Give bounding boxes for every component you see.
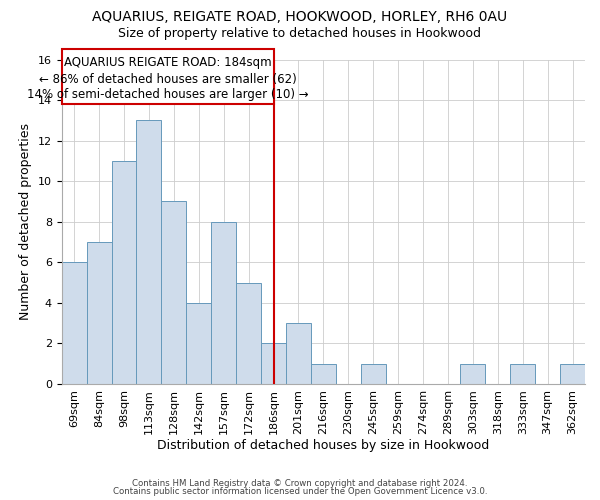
Text: ← 86% of detached houses are smaller (62): ← 86% of detached houses are smaller (62…	[39, 72, 296, 86]
Text: Contains HM Land Registry data © Crown copyright and database right 2024.: Contains HM Land Registry data © Crown c…	[132, 478, 468, 488]
Bar	[286, 323, 311, 384]
Text: AQUARIUS REIGATE ROAD: 184sqm: AQUARIUS REIGATE ROAD: 184sqm	[64, 56, 271, 70]
Bar	[236, 282, 261, 384]
Bar	[361, 364, 386, 384]
X-axis label: Distribution of detached houses by size in Hookwood: Distribution of detached houses by size …	[157, 440, 490, 452]
Text: AQUARIUS, REIGATE ROAD, HOOKWOOD, HORLEY, RH6 0AU: AQUARIUS, REIGATE ROAD, HOOKWOOD, HORLEY…	[92, 10, 508, 24]
Bar	[136, 120, 161, 384]
FancyBboxPatch shape	[62, 50, 274, 104]
Bar	[311, 364, 336, 384]
Bar	[261, 344, 286, 384]
Text: Size of property relative to detached houses in Hookwood: Size of property relative to detached ho…	[119, 28, 482, 40]
Bar	[460, 364, 485, 384]
Bar	[86, 242, 112, 384]
Bar	[211, 222, 236, 384]
Bar	[510, 364, 535, 384]
Bar	[560, 364, 585, 384]
Text: 14% of semi-detached houses are larger (10) →: 14% of semi-detached houses are larger (…	[27, 88, 308, 101]
Bar	[112, 161, 136, 384]
Bar	[186, 303, 211, 384]
Y-axis label: Number of detached properties: Number of detached properties	[19, 123, 32, 320]
Bar	[62, 262, 86, 384]
Text: Contains public sector information licensed under the Open Government Licence v3: Contains public sector information licen…	[113, 487, 487, 496]
Bar	[161, 202, 186, 384]
